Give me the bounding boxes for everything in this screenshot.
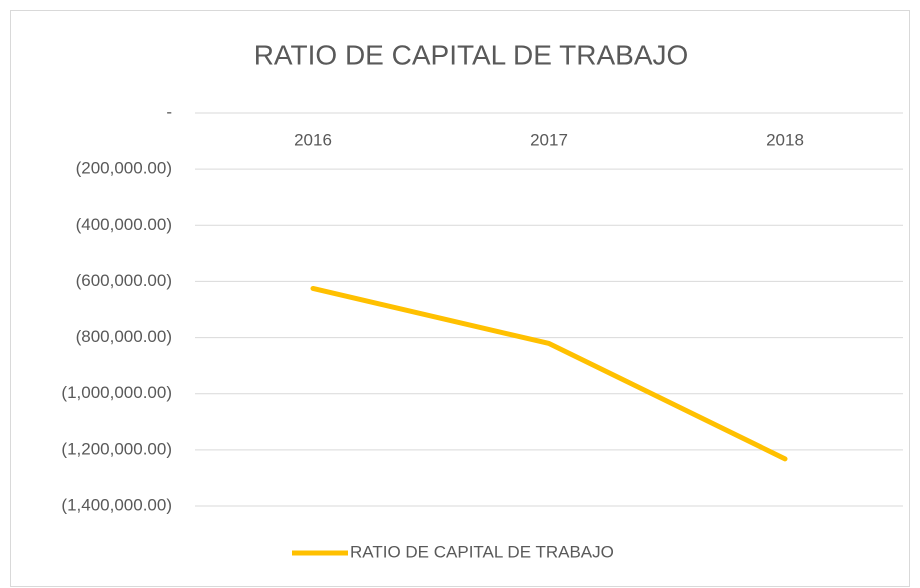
y-tick-label: (800,000.00): [76, 327, 172, 346]
series-line: [310, 285, 788, 462]
y-tick-label: (1,000,000.00): [61, 383, 172, 402]
legend-label: RATIO DE CAPITAL DE TRABAJO: [350, 542, 614, 561]
x-tick-label: 2016: [294, 130, 332, 149]
y-tick-label: (400,000.00): [76, 215, 172, 234]
y-tick-label: (600,000.00): [76, 271, 172, 290]
y-tick-label: (1,200,000.00): [61, 439, 172, 458]
y-tick-label: -: [166, 102, 172, 121]
y-tick-label: (200,000.00): [76, 159, 172, 178]
chart-title: RATIO DE CAPITAL DE TRABAJO: [254, 39, 689, 70]
y-tick-label: (1,400,000.00): [61, 495, 172, 514]
chart-border: [10, 10, 910, 587]
x-tick-label: 2017: [530, 130, 568, 149]
x-tick-label: 2018: [766, 130, 804, 149]
